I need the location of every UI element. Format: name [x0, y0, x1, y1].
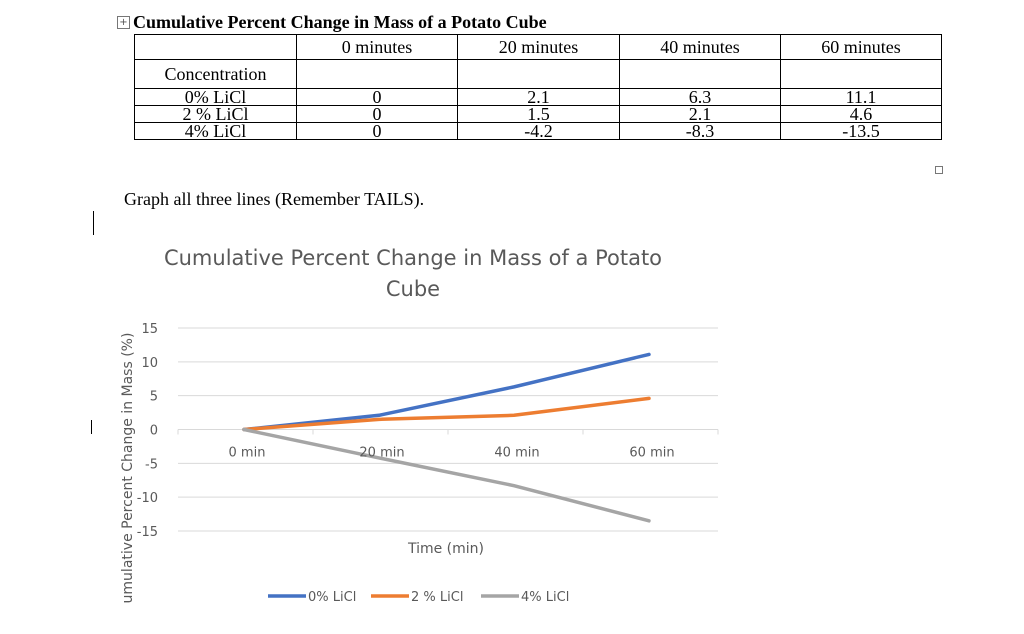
x-tick-label: 40 min — [494, 446, 539, 461]
table-move-handle-icon[interactable]: + — [117, 16, 130, 29]
legend-label: 2 % LiCl — [411, 590, 463, 605]
x-tick-label: 60 min — [629, 446, 674, 461]
data-table: 0 minutes 20 minutes 40 minutes 60 minut… — [134, 34, 942, 140]
series-line[interactable] — [242, 352, 651, 432]
legend-label: 4% LiCl — [521, 590, 569, 605]
chart-gridlines — [178, 327, 718, 532]
table-row: Concentration — [134, 59, 942, 89]
instruction-text: Graph all three lines (Remember TAILS). — [124, 189, 425, 209]
y-tick-label: 5 — [150, 390, 158, 405]
y-tick-label: 10 — [141, 356, 158, 371]
table-header-row: 0 minutes 20 minutes 40 minutes 60 minut… — [134, 34, 942, 60]
x-tick-label: 20 min — [359, 446, 404, 461]
y-tick-label: -5 — [145, 457, 158, 472]
x-axis-label: Time (min) — [407, 541, 484, 557]
chart-series — [242, 352, 651, 523]
table-header-cell: 0 minutes — [296, 34, 458, 60]
table-cell — [296, 59, 458, 89]
table-cell — [780, 59, 942, 89]
table-row: 0% LiCl 0 2.1 6.3 11.1 — [134, 88, 942, 106]
chart-title: Cumulative Percent Change in Mass of a P… — [163, 246, 663, 301]
y-tick-label: -10 — [137, 491, 158, 506]
x-axis-ticks: 0 min 20 min 40 min 60 min — [229, 446, 675, 461]
y-axis-label: umulative Percent Change in Mass (%) — [120, 333, 136, 604]
table-resize-handle[interactable] — [935, 166, 943, 174]
table-cell: -13.5 — [780, 122, 942, 140]
y-axis-ticks: 15 10 5 0 -5 -10 -15 — [137, 322, 158, 540]
x-tick-label: 0 min — [229, 446, 266, 461]
table-cell: -8.3 — [619, 122, 781, 140]
table-row: 4% LiCl 0 -4.2 -8.3 -13.5 — [134, 122, 942, 140]
table-row: 2 % LiCl 0 1.5 2.1 4.6 — [134, 105, 942, 123]
y-tick-label: -15 — [137, 525, 158, 540]
series-line[interactable] — [242, 396, 651, 432]
text-cursor — [93, 211, 94, 235]
x-axis — [177, 429, 719, 435]
table-header-cell: 20 minutes — [457, 34, 620, 60]
table-title: Cumulative Percent Change in Mass of a P… — [133, 12, 547, 32]
series-line[interactable] — [242, 427, 651, 523]
table-cell — [457, 59, 620, 89]
y-tick-label: 0 — [150, 424, 158, 439]
chart-legend: 0% LiCl 2 % LiCl 4% LiCl — [268, 590, 569, 605]
text-cursor-mark — [91, 420, 92, 434]
table-cell: -4.2 — [457, 122, 620, 140]
table-row-label: 4% LiCl — [134, 122, 297, 140]
table-header-cell: 40 minutes — [619, 34, 781, 60]
y-tick-label: 15 — [141, 322, 158, 337]
table-row-label: 0% LiCl — [134, 88, 297, 106]
legend-label: 0% LiCl — [308, 590, 356, 605]
